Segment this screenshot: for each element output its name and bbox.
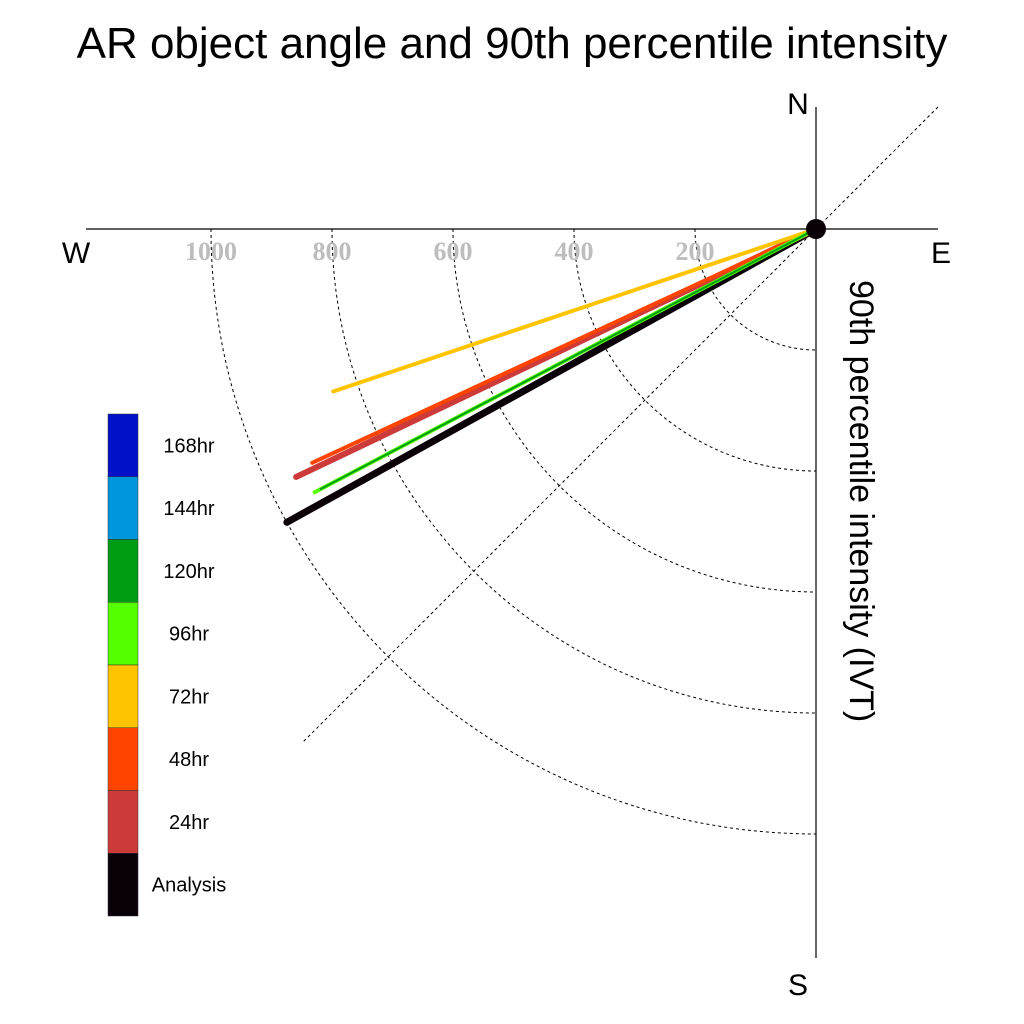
tick-label-800: 800	[313, 237, 352, 266]
legend-label-168hr: 168hr	[163, 435, 214, 457]
legend-swatch-120hr	[107, 539, 139, 603]
legend-swatch-96hr	[107, 602, 139, 666]
legend-label-48hr: 48hr	[169, 749, 209, 771]
grid-arc-1000	[210, 228, 817, 835]
legend-swatch-48hr	[107, 727, 139, 791]
legend: 168hr 144hr 120hr 96hr 72hr 48hr 24hr Analysis	[107, 413, 226, 917]
vector-series	[283, 225, 820, 526]
legend-swatch-72hr	[107, 664, 139, 728]
tick-label-200: 200	[676, 237, 715, 266]
tick-label-600: 600	[434, 237, 473, 266]
vector-72hr	[331, 227, 818, 394]
radial-axis-label: 90th percentile intensity (IVT)	[842, 280, 880, 722]
vector-120hr	[319, 228, 817, 491]
vector-48hr	[310, 227, 818, 465]
legend-swatch-144hr	[107, 476, 139, 540]
legend-swatch-analysis	[107, 853, 139, 917]
legend-swatch-24hr	[107, 790, 139, 854]
grid-arc-200	[694, 228, 817, 351]
south-label: S	[788, 969, 808, 1002]
legend-label-120hr: 120hr	[163, 561, 214, 583]
axes	[86, 107, 938, 958]
tick-label-1000: 1000	[185, 237, 237, 266]
legend-label-24hr: 24hr	[169, 812, 209, 834]
legend-label-72hr: 72hr	[169, 686, 209, 708]
chart-title: AR object angle and 90th percentile inte…	[77, 19, 948, 68]
origin-marker	[806, 219, 826, 239]
north-label: N	[787, 88, 809, 121]
legend-label-analysis: Analysis	[152, 875, 226, 897]
west-label: W	[62, 237, 91, 270]
legend-swatch-168hr	[107, 413, 139, 477]
legend-label-96hr: 96hr	[169, 624, 209, 646]
tick-label-400: 400	[555, 237, 594, 266]
radial-tick-labels: 200 400 600 800 1000	[185, 237, 715, 266]
legend-label-144hr: 144hr	[163, 498, 214, 520]
polar-grid	[210, 106, 939, 835]
vector-analysis	[283, 225, 820, 526]
grid-arc-400	[573, 228, 817, 472]
east-label: E	[931, 237, 951, 270]
